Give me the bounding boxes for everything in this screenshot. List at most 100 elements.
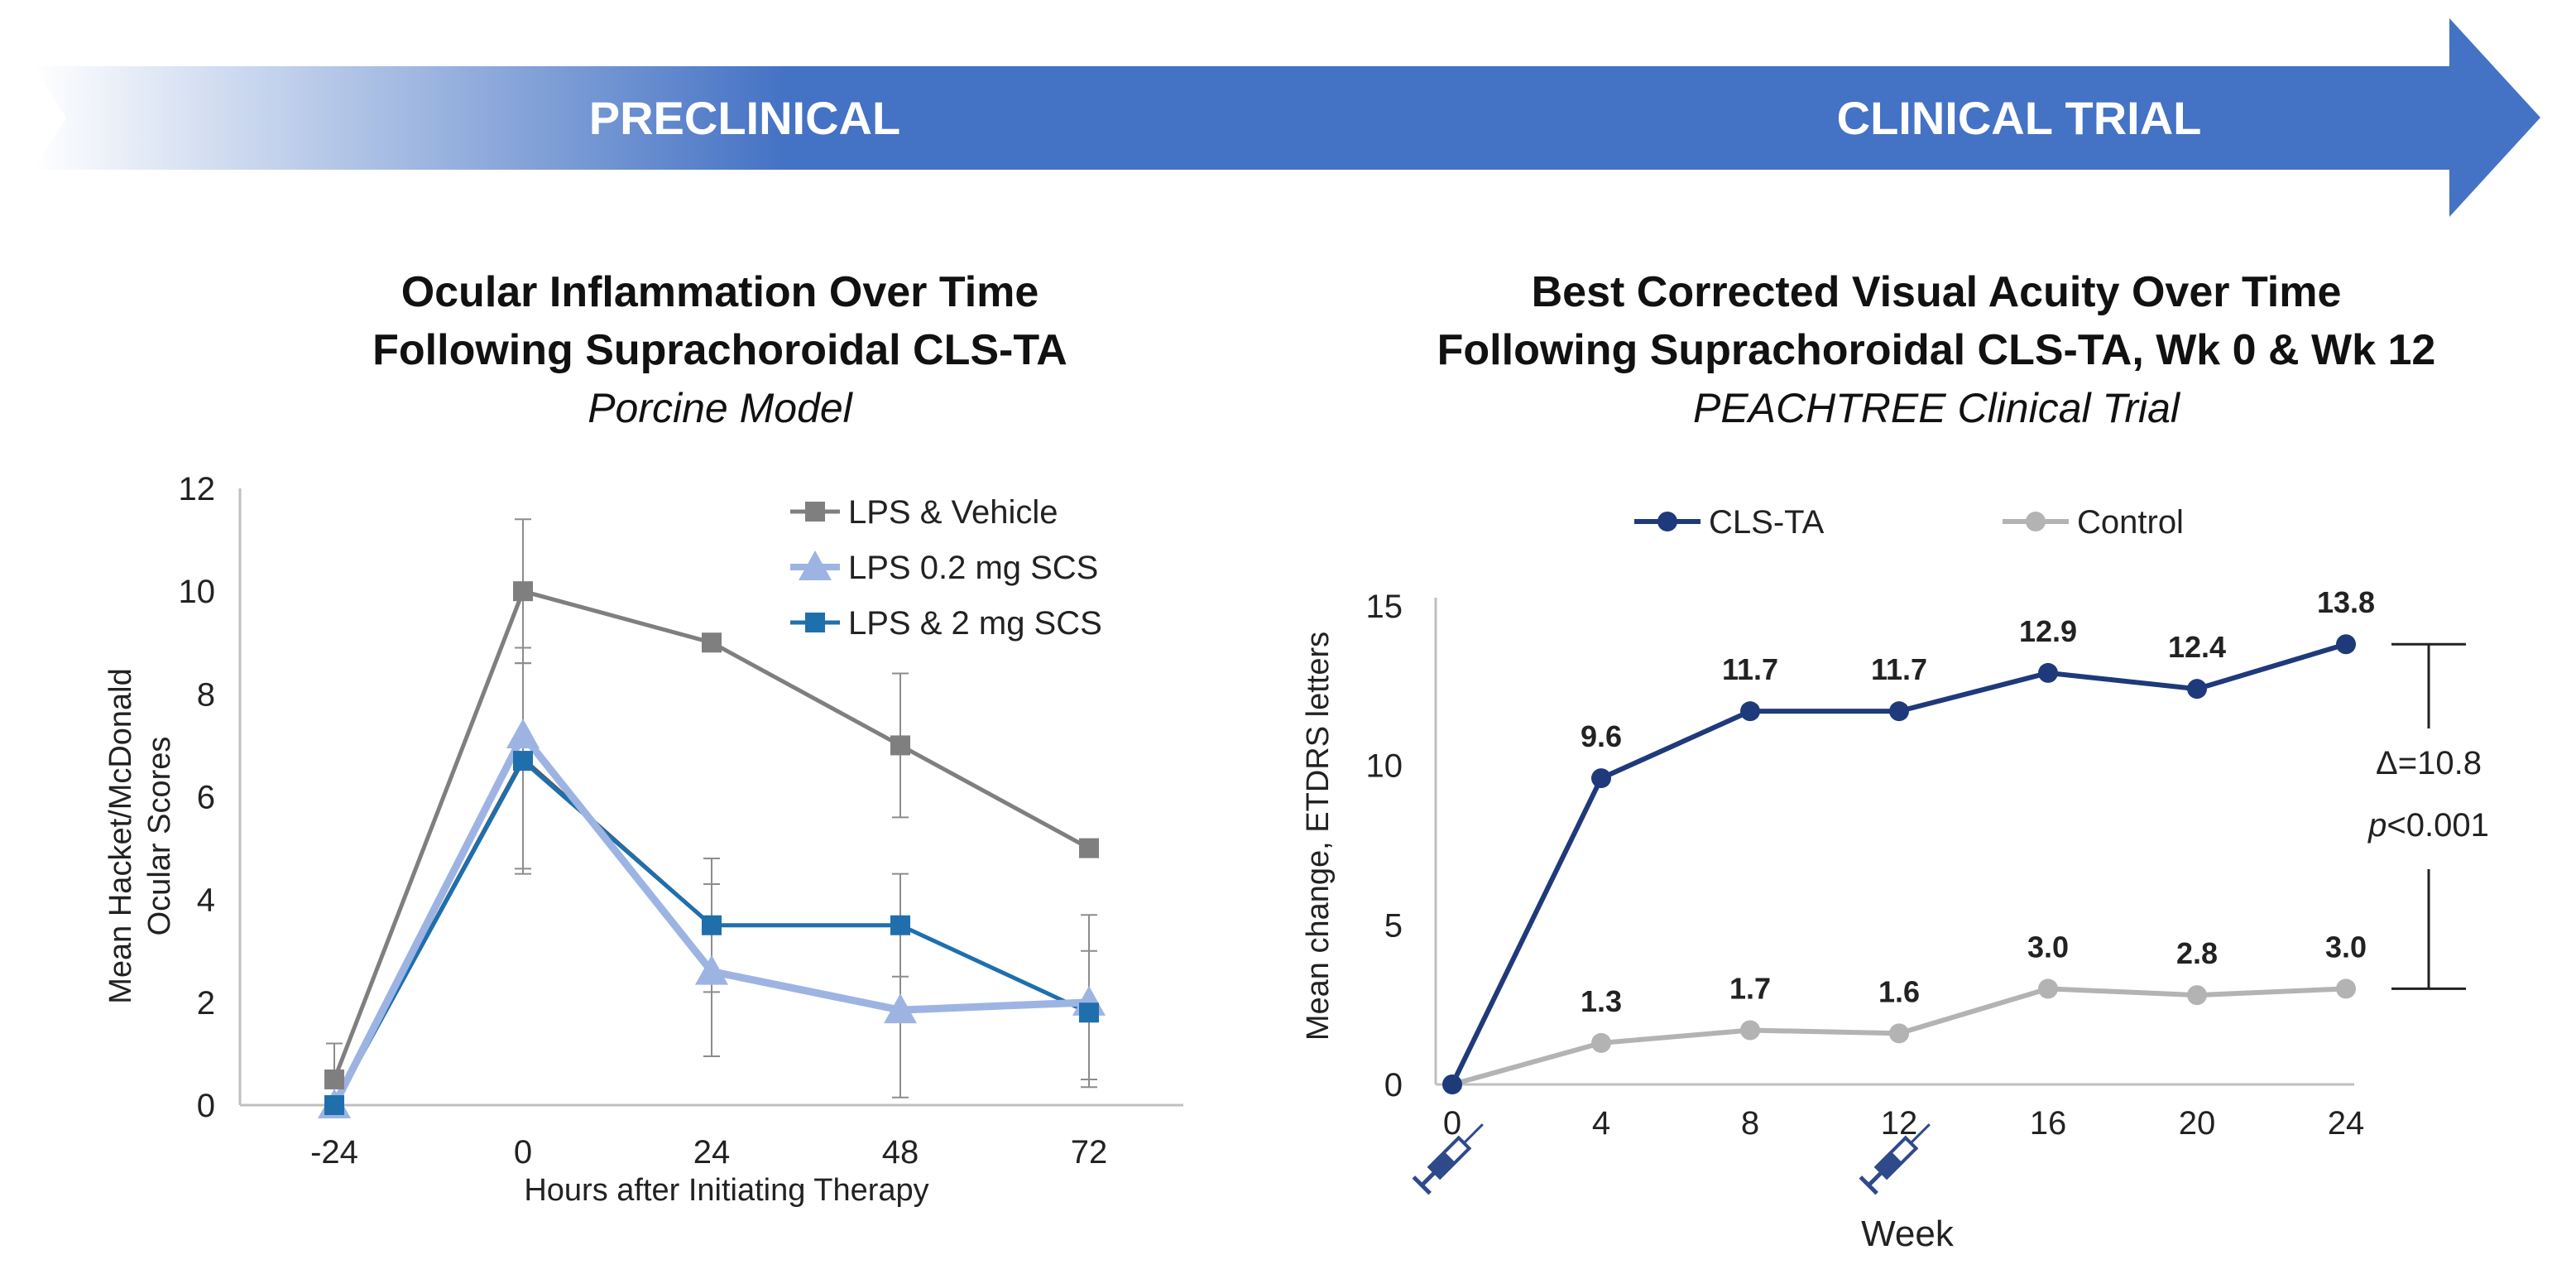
right-data-label: 11.7 — [1871, 652, 1927, 686]
right-x-tick-label: 16 — [2030, 1105, 2067, 1142]
left-data-point — [506, 719, 540, 748]
right-chart-legend: CLS-TA Control — [1634, 504, 2184, 541]
syringe-icon — [1412, 1123, 1484, 1195]
syringe-needle — [1463, 1123, 1484, 1144]
banner-label-preclinical: PRECLINICAL — [589, 92, 900, 144]
legend-marker — [1657, 512, 1677, 531]
legend-marker — [799, 550, 832, 580]
right-data-point — [1740, 701, 1760, 722]
right-x-tick-label: 0 — [1443, 1105, 1461, 1142]
right-x-tick-label: 4 — [1592, 1105, 1610, 1142]
delta-annotation: Δ=10.8 — [2376, 745, 2482, 781]
left-y-axis-label-line1: Mean Hacket/McDonald — [103, 668, 138, 1004]
left-y-tick-label: 10 — [179, 574, 216, 610]
right-data-label: 11.7 — [1722, 652, 1778, 686]
timeline-banner: PRECLINICAL CLINICAL TRIAL — [33, 18, 2540, 217]
left-x-axis-label: Hours after Initiating Therapy — [524, 1173, 928, 1208]
right-chart: Mean change, ETDRS letters Week 0 5 10 15 0 4… — [1301, 504, 2489, 1254]
right-data-point — [2336, 978, 2356, 999]
right-y-tick-label: 10 — [1366, 748, 1403, 785]
left-y-tick-label: 12 — [179, 471, 216, 507]
right-data-label: 1.3 — [1581, 984, 1622, 1018]
right-data-point — [2038, 662, 2058, 683]
syringe-needle — [1910, 1123, 1931, 1144]
right-chart-title-block: Best Corrected Visual Acuity Over Time F… — [1437, 268, 2436, 431]
right-data-point — [1889, 701, 1909, 722]
syringe-icon — [1859, 1123, 1931, 1195]
left-data-point — [702, 632, 722, 653]
syringe-plunger — [1420, 1171, 1437, 1187]
left-x-tick-label: 48 — [882, 1134, 919, 1171]
left-y-tick-label: 0 — [197, 1088, 215, 1124]
left-y-axis-label-line2: Ocular Scores — [142, 737, 177, 936]
left-data-point — [695, 954, 728, 985]
left-y-tick-label: 8 — [197, 676, 215, 713]
right-data-label: 1.6 — [1878, 974, 1920, 1008]
legend-label: LPS & 2 mg SCS — [848, 605, 1102, 642]
left-data-point — [890, 735, 910, 756]
syringe-plunger — [1867, 1171, 1883, 1187]
right-chart-title-line1: Best Corrected Visual Acuity Over Time — [1532, 268, 2342, 316]
right-x-tick-label: 24 — [2328, 1105, 2365, 1142]
left-x-tick-label: 0 — [514, 1134, 532, 1171]
left-chart-title-block: Ocular Inflammation Over Time Following … — [372, 268, 1067, 431]
right-data-label: 12.4 — [2168, 630, 2226, 664]
right-y-tick-label: 0 — [1384, 1067, 1403, 1103]
banner-arrow — [33, 18, 2540, 217]
right-data-point — [1740, 1020, 1760, 1041]
right-data-label: 1.7 — [1729, 971, 1771, 1005]
right-data-point — [2187, 985, 2207, 1006]
right-y-axis-label: Mean change, ETDRS letters — [1301, 632, 1336, 1041]
right-data-point — [1442, 1074, 1462, 1094]
left-data-point — [324, 1069, 344, 1089]
right-data-point — [1889, 1023, 1909, 1044]
left-y-tick-label: 6 — [197, 780, 215, 816]
syringe-fluid — [1429, 1151, 1456, 1178]
syringe-fluid — [1876, 1151, 1902, 1178]
right-data-label: 13.8 — [2317, 585, 2375, 619]
left-data-point — [884, 993, 917, 1024]
left-data-point — [1079, 838, 1099, 858]
right-x-tick-label: 8 — [1741, 1105, 1759, 1142]
legend-marker — [805, 613, 825, 632]
legend-marker — [2026, 512, 2046, 531]
banner-label-clinical-trial: CLINICAL TRIAL — [1837, 92, 2202, 144]
syringe-plunger-cap — [1412, 1175, 1432, 1195]
right-x-axis-label: Week — [1861, 1214, 1955, 1254]
right-chart-subtitle: PEACHTREE Clinical Trial — [1693, 385, 2181, 431]
right-data-label: 3.0 — [2027, 930, 2069, 964]
right-data-label: 9.6 — [1581, 719, 1622, 753]
right-data-point — [1591, 1032, 1611, 1053]
left-data-point — [513, 581, 533, 602]
right-data-label: 2.8 — [2176, 936, 2218, 970]
legend-marker — [805, 502, 825, 522]
right-data-label: 3.0 — [2325, 930, 2367, 964]
left-x-tick-label: -24 — [310, 1134, 358, 1171]
left-data-point — [513, 751, 533, 772]
right-data-label: 12.9 — [2019, 614, 2077, 648]
left-x-tick-label: 72 — [1071, 1134, 1108, 1171]
right-y-tick-label: 15 — [1366, 589, 1403, 625]
legend-label: LPS 0.2 mg SCS — [848, 550, 1098, 586]
left-chart: Mean Hacket/McDonald Ocular Scores Hours… — [103, 471, 1183, 1208]
left-y-tick-label: 4 — [197, 882, 215, 919]
syringe-plunger-cap — [1859, 1175, 1878, 1195]
left-chart-subtitle: Porcine Model — [588, 385, 853, 431]
left-data-point — [702, 915, 722, 935]
legend-label: LPS & Vehicle — [848, 494, 1058, 531]
right-x-tick-label: 20 — [2179, 1105, 2216, 1142]
right-y-tick-label: 5 — [1384, 907, 1403, 944]
left-chart-title-line1: Ocular Inflammation Over Time — [401, 268, 1039, 316]
left-data-point — [324, 1095, 344, 1115]
difference-bracket: Δ=10.8 p<0.001 — [2367, 642, 2489, 990]
left-x-tick-label: 24 — [693, 1134, 731, 1171]
left-y-tick-label: 2 — [197, 985, 215, 1022]
legend-label: Control — [2077, 504, 2184, 541]
left-chart-legend: LPS & Vehicle LPS 0.2 mg SCS LPS & 2 mg SC… — [790, 494, 1102, 642]
legend-label: CLS-TA — [1709, 504, 1825, 541]
right-chart-title-line2: Following Suprachoroidal CLS-TA, Wk 0 & … — [1437, 326, 2436, 374]
left-chart-title-line2: Following Suprachoroidal CLS-TA — [372, 326, 1067, 374]
right-data-point — [2038, 978, 2058, 999]
left-data-point — [890, 915, 910, 935]
p-value-annotation: p<0.001 — [2367, 807, 2489, 844]
